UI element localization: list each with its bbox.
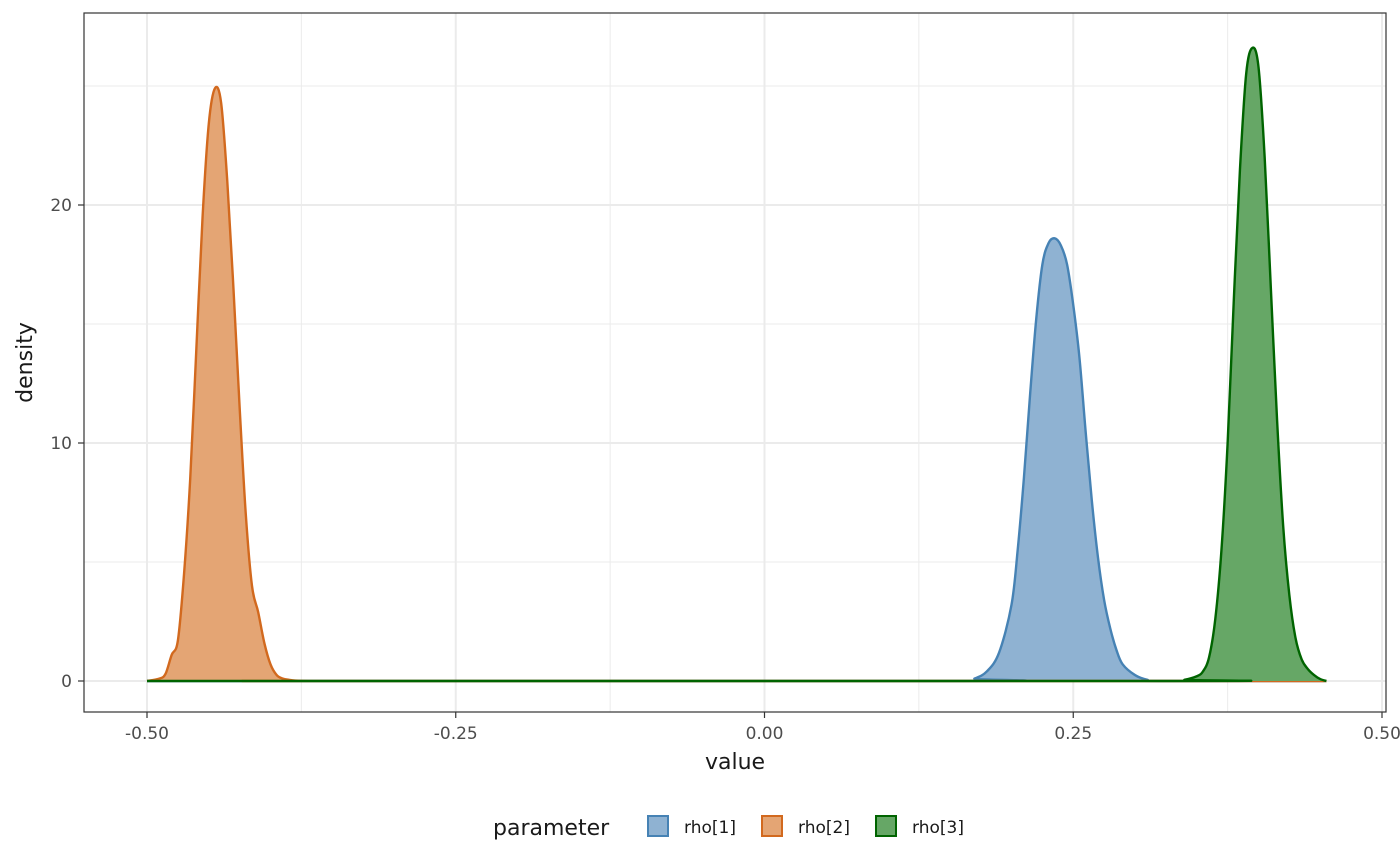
y-tick-label: 0	[61, 672, 72, 692]
legend-label-series-1: rho[1]	[684, 818, 736, 838]
x-tick-label: 0.50	[1363, 724, 1400, 744]
legend-label-series-3: rho[3]	[912, 818, 964, 838]
legend-title: parameter	[493, 816, 610, 841]
legend-key-series-3	[875, 815, 897, 837]
x-tick-label: 0.25	[1054, 724, 1092, 744]
legend: parameter rho[1] rho[2] rho[3]	[493, 815, 964, 841]
x-tick-label: 0.00	[746, 724, 784, 744]
legend-label-series-2: rho[2]	[798, 818, 850, 838]
y-tick-label: 10	[50, 434, 72, 454]
x-tick-label: -0.50	[125, 724, 169, 744]
plot-panel-background	[84, 13, 1386, 712]
density-line-series-1	[146, 237, 1327, 683]
y-tick-label: 20	[50, 196, 72, 216]
y-axis-ticks: 0 10 20	[50, 196, 84, 692]
minor-gridlines	[84, 13, 1386, 712]
density-area-series-1	[147, 238, 1327, 681]
density-line-series-3	[146, 46, 1327, 683]
legend-key-series-2	[761, 815, 783, 837]
x-tick-label: -0.25	[434, 724, 478, 744]
x-axis-ticks: -0.50 -0.25 0.00 0.25 0.50	[125, 712, 1400, 744]
density-areas	[146, 46, 1327, 683]
y-axis-title: density	[13, 322, 38, 403]
legend-key-series-1	[647, 815, 669, 837]
plot-panel-border	[83, 12, 1387, 713]
x-axis-title: value	[705, 750, 765, 775]
